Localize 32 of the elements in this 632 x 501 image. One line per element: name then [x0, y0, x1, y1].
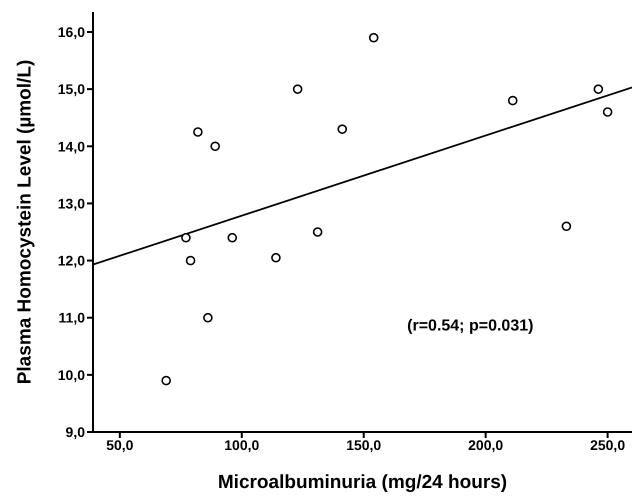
y-tick-label: 13,0 [58, 195, 86, 212]
x-tick-label: 100,0 [224, 436, 260, 453]
point [292, 84, 302, 94]
point [210, 141, 220, 152]
x-tick-label: 200,0 [468, 436, 504, 453]
y-tick-label: 11,0 [58, 310, 86, 326]
point [203, 312, 213, 323]
x-tick-label: 250,0 [590, 436, 626, 453]
point [161, 376, 171, 386]
y-axis-title: Plasma Homocystein Level (µmol/L) [14, 60, 36, 384]
point [186, 256, 196, 266]
point [368, 32, 379, 43]
y-tick-label: 15,0 [58, 81, 86, 98]
y-tick-label: 9,0 [66, 424, 86, 440]
point [508, 96, 518, 106]
y-tick-label: 14,0 [58, 138, 86, 154]
point [337, 124, 348, 134]
point [181, 232, 191, 243]
point [594, 84, 604, 94]
point [227, 232, 238, 243]
point [193, 127, 203, 137]
y-tick-label: 16,0 [58, 24, 86, 40]
annotation: (r=0.54; p=0.031) [407, 318, 534, 335]
point [312, 227, 322, 237]
x-axis-title: Microalbuminuria (mg/24 hours) [218, 472, 508, 493]
y-tick-label: 12,0 [58, 252, 86, 269]
y-tick-label: 10,0 [58, 366, 86, 383]
x-tick-label: 50,0 [106, 436, 134, 453]
point [602, 107, 612, 117]
point [271, 252, 281, 263]
point [562, 221, 572, 232]
x-tick-label: 150,0 [346, 436, 382, 453]
